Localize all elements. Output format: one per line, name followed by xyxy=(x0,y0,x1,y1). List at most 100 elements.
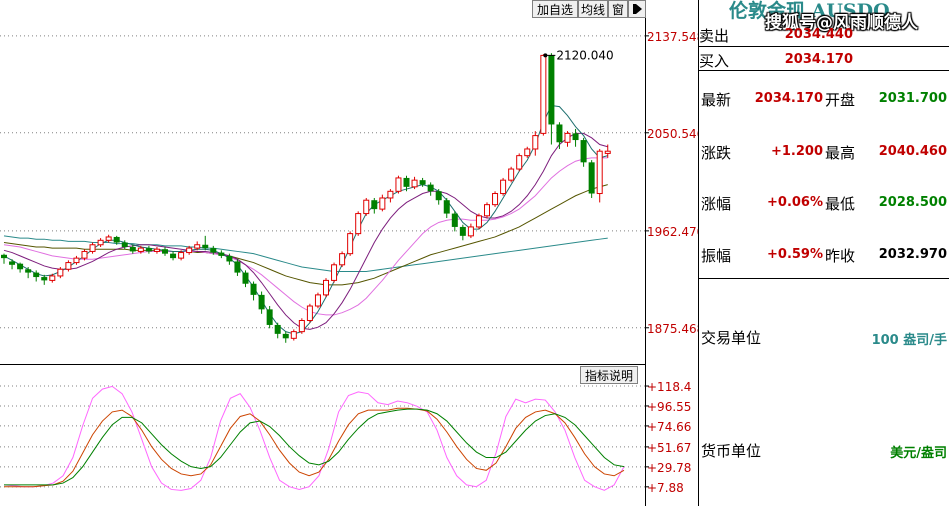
amplitude-label: 振幅 xyxy=(701,247,732,265)
indicator-line-k xyxy=(3,385,625,491)
trade-unit-label: 交易单位 xyxy=(701,329,762,347)
candle-body xyxy=(145,248,152,252)
candle-body xyxy=(226,255,233,262)
candle-body xyxy=(306,305,313,321)
candle-body xyxy=(282,333,289,339)
chart-area[interactable]: 2137.548 2050.546 1962.470 1875.468 2120.040… xyxy=(0,0,698,506)
candle-body xyxy=(250,283,257,295)
divider xyxy=(699,46,949,47)
y-tick-label: 2137.548 xyxy=(647,30,698,44)
ma-line-ma120 xyxy=(3,235,608,272)
change-label: 涨跌 xyxy=(701,144,732,162)
candle-body xyxy=(451,213,458,227)
candle-body xyxy=(298,319,305,333)
ma-line-ma60 xyxy=(3,184,608,286)
candle-body xyxy=(379,197,386,210)
change-value: +1.200 xyxy=(770,144,823,159)
ma-line-ma10 xyxy=(3,132,608,330)
trade-unit-value: 100 盎司/手 xyxy=(871,333,947,348)
candle-body xyxy=(113,236,120,243)
candle-body xyxy=(427,184,434,192)
candle-body xyxy=(556,124,563,143)
candle-body xyxy=(218,252,225,256)
candle-body xyxy=(170,253,177,259)
candle-body xyxy=(194,244,201,249)
candle-body xyxy=(129,246,136,252)
currency-label: 货币单位 xyxy=(701,442,762,460)
candle-body xyxy=(467,226,474,237)
candle-body xyxy=(532,135,539,150)
candle-body xyxy=(49,275,56,281)
y-tick-label: 2050.546 xyxy=(647,127,698,141)
indicator-help-button[interactable]: 指标说明 xyxy=(580,366,638,384)
candle-body xyxy=(121,242,128,247)
ma-line-ma5 xyxy=(3,104,608,335)
candle-body xyxy=(395,177,402,192)
buy-value: 2034.170 xyxy=(784,52,853,67)
candle-body xyxy=(347,233,354,255)
candle-body xyxy=(1,254,7,259)
change-pct-value: +0.06% xyxy=(767,195,823,210)
y-tick-label: +51.67 xyxy=(647,441,691,455)
candle-body xyxy=(73,257,80,264)
candle-body xyxy=(210,248,217,253)
candle-body xyxy=(339,253,346,266)
candle-body xyxy=(331,264,338,281)
y-tick-label: 1875.468 xyxy=(647,322,698,336)
low-value: 2028.500 xyxy=(878,195,947,210)
sell-label: 卖出 xyxy=(699,27,730,45)
candle-body xyxy=(588,162,595,194)
open-value: 2031.700 xyxy=(878,91,947,106)
candle-body xyxy=(57,268,64,277)
candle-body xyxy=(81,250,88,259)
play-right-icon[interactable] xyxy=(628,0,646,18)
candle-body xyxy=(419,180,426,185)
candle-body xyxy=(266,309,273,325)
candle-body xyxy=(572,133,579,141)
candle-body xyxy=(443,200,450,214)
candle-body xyxy=(178,252,185,259)
candle-body xyxy=(25,269,32,273)
candle-body xyxy=(41,277,48,281)
candle-body xyxy=(435,191,442,201)
candle-body xyxy=(242,272,249,284)
ma-line-button[interactable]: 均线 xyxy=(578,0,608,18)
candle-body xyxy=(234,261,241,273)
annotation-dot xyxy=(543,53,548,58)
candle-body xyxy=(89,244,96,252)
y-tick-label: +29.78 xyxy=(647,461,691,475)
candle-body xyxy=(371,200,378,210)
y-tick-label: +118.4 xyxy=(647,380,691,394)
currency-value: 美元/盎司 xyxy=(890,446,947,461)
buy-label: 买入 xyxy=(699,52,730,70)
add-self-select-button[interactable]: 加自选 xyxy=(532,0,578,18)
y-tick-label: +7.88 xyxy=(647,481,684,495)
candle-body xyxy=(387,190,394,199)
latest-value: 2034.170 xyxy=(754,91,823,106)
high-value: 2040.460 xyxy=(878,144,947,159)
candle-body xyxy=(97,239,104,246)
candle-body xyxy=(459,226,466,236)
candle-body xyxy=(548,55,555,125)
candle-body xyxy=(9,261,16,265)
divider xyxy=(699,278,949,279)
divider xyxy=(699,70,949,71)
chart-canvas[interactable]: 2137.548 2050.546 1962.470 1875.468 2120.040… xyxy=(0,0,698,506)
candle-body xyxy=(508,168,515,181)
candle-body xyxy=(492,193,499,206)
sell-value: 2034.440 xyxy=(784,27,853,42)
window-button[interactable]: 窗 xyxy=(608,0,628,18)
candle-body xyxy=(484,204,490,217)
candle-body xyxy=(17,263,24,270)
candle-body xyxy=(162,249,168,254)
candle-body xyxy=(596,150,603,195)
candle-body xyxy=(516,155,523,170)
candle-body xyxy=(475,215,482,228)
indicator-line-j xyxy=(4,408,625,486)
annotation-label: 2120.040 xyxy=(556,48,613,62)
candle-body xyxy=(105,236,112,241)
candle-body xyxy=(314,294,321,307)
panel-title: 伦敦金现 AUSDO xyxy=(729,0,890,22)
candle-body xyxy=(604,150,611,154)
candle-body xyxy=(33,272,40,278)
